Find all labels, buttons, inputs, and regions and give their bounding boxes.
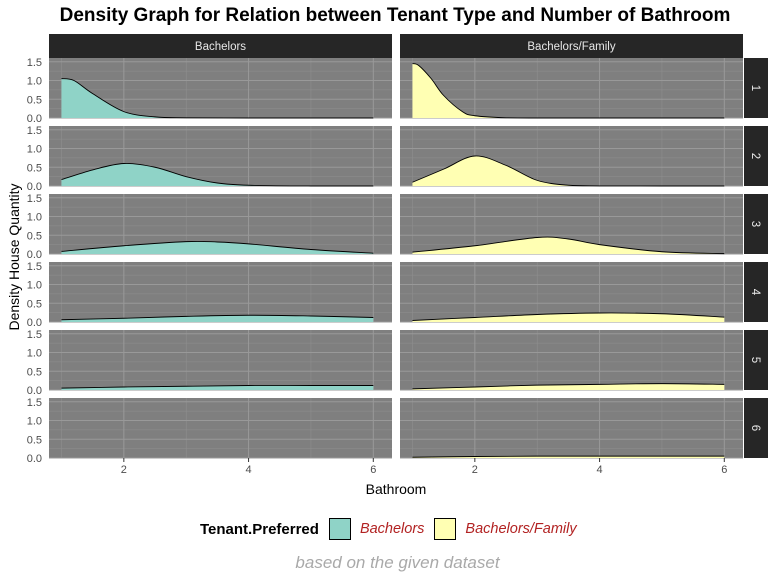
chart-caption: based on the given dataset — [295, 553, 500, 572]
y-tick-label: 0.0 — [27, 317, 42, 329]
x-tick-label: 4 — [246, 464, 252, 476]
y-axis-label: Density House Quantity — [6, 183, 22, 330]
x-tick-label: 6 — [721, 464, 727, 476]
density-line-bachelors-2 — [61, 162, 374, 187]
facet-strip-row-4 — [744, 262, 768, 322]
y-tick-label: 1.0 — [27, 416, 42, 428]
facet-strip-bachelors — [49, 34, 392, 58]
density-area-bachelors-4 — [61, 315, 374, 322]
legend-key-bachelors-family — [434, 518, 457, 540]
y-tick-label: 1.5 — [27, 193, 42, 205]
y-tick-label: 0.5 — [27, 366, 42, 378]
facet-strip-row-5 — [744, 330, 768, 390]
x-tick-label: 2 — [472, 464, 478, 476]
chart-title: Density Graph for Relation between Tenan… — [59, 5, 731, 26]
density-line-bachelors-family-6 — [412, 455, 725, 458]
y-tick-label: 1.5 — [27, 57, 42, 69]
panel-background — [400, 398, 743, 458]
facet-strip-label-bachelors-family: Bachelors/Family — [527, 41, 615, 53]
y-tick-label: 0.0 — [27, 453, 42, 465]
facet-strip-label-row-6: 6 — [749, 425, 761, 431]
x-tick-label: 4 — [597, 464, 603, 476]
y-tick-label: 1.5 — [27, 397, 42, 409]
y-tick-label: 0.5 — [27, 230, 42, 242]
panel-6-bachelors-family — [400, 398, 743, 459]
y-tick-label: 0.0 — [27, 181, 42, 193]
density-area-bachelors-5 — [61, 385, 374, 390]
panel-5-bachelors-family — [400, 330, 743, 391]
panel-1-bachelors-family — [400, 58, 743, 119]
density-area-bachelors-2 — [61, 163, 374, 186]
y-tick-label: 1.5 — [27, 261, 42, 273]
panel-3-bachelors-family — [400, 194, 743, 255]
density-line-bachelors-family-5 — [412, 383, 725, 390]
panel-background — [400, 262, 743, 322]
density-area-bachelors-3 — [61, 241, 374, 254]
y-tick-label: 1.0 — [27, 144, 42, 156]
x-tick-label: 2 — [121, 464, 127, 476]
panel-background — [400, 330, 743, 390]
panel-background — [49, 262, 392, 322]
panel-background — [49, 398, 392, 458]
legend-label-bachelors: Bachelors — [359, 521, 425, 537]
panel-2-bachelors — [49, 126, 392, 187]
density-area-bachelors-family-4 — [412, 312, 725, 322]
legend-label-bachelors-family: Bachelors/Family — [465, 521, 577, 537]
panel-4-bachelors-family — [400, 262, 743, 323]
y-tick-label: 1.5 — [27, 329, 42, 341]
panel-background — [49, 330, 392, 390]
density-line-bachelors-1 — [61, 78, 374, 119]
legend: Tenant.Preferred Bachelors Bachelors/Fam… — [200, 516, 587, 542]
facet-strip-bachelors-family — [400, 34, 743, 58]
y-tick-label: 1.5 — [27, 125, 42, 137]
density-area-bachelors-family-5 — [412, 383, 725, 390]
facet-strip-row-6 — [744, 398, 768, 458]
density-area-bachelors-family-3 — [412, 237, 725, 254]
facet-strip-label-row-5: 5 — [749, 357, 761, 363]
facet-strip-label-row-2: 2 — [749, 153, 761, 159]
legend-key-bachelors — [328, 518, 351, 540]
x-axis-label: Bathroom — [366, 481, 427, 497]
facet-strip-label-bachelors: Bachelors — [195, 41, 246, 53]
density-line-bachelors-4 — [61, 314, 374, 321]
facet-strip-label-row-1: 1 — [749, 85, 761, 91]
density-line-bachelors-family-3 — [412, 236, 725, 255]
panel-1-bachelors — [49, 58, 392, 119]
density-line-bachelors-family-4 — [412, 312, 725, 321]
y-tick-label: 0.5 — [27, 94, 42, 106]
facet-strip-row-2 — [744, 126, 768, 186]
y-tick-label: 1.0 — [27, 280, 42, 292]
density-line-bachelors-3 — [61, 240, 374, 254]
y-tick-label: 0.5 — [27, 298, 42, 310]
panel-4-bachelors — [49, 262, 392, 323]
facet-strip-row-3 — [744, 194, 768, 254]
y-tick-label: 0.0 — [27, 249, 42, 261]
y-tick-label: 0.5 — [27, 434, 42, 446]
y-tick-label: 0.0 — [27, 113, 42, 125]
legend-title: Tenant.Preferred — [200, 520, 319, 538]
panel-5-bachelors — [49, 330, 392, 391]
y-tick-label: 1.0 — [27, 348, 42, 360]
density-line-bachelors-family-1 — [412, 63, 725, 119]
panel-3-bachelors — [49, 194, 392, 255]
facet-strip-row-1 — [744, 58, 768, 118]
density-line-bachelors-5 — [61, 384, 374, 389]
y-tick-label: 1.0 — [27, 212, 42, 224]
density-area-bachelors-1 — [61, 78, 374, 118]
panel-2-bachelors-family — [400, 126, 743, 187]
y-tick-label: 1.0 — [27, 76, 42, 88]
density-area-bachelors-family-1 — [412, 63, 725, 118]
y-tick-label: 0.0 — [27, 385, 42, 397]
x-tick-label: 6 — [370, 464, 376, 476]
density-line-bachelors-family-2 — [412, 155, 725, 187]
facet-strip-label-row-3: 3 — [749, 221, 761, 227]
facet-strip-label-row-4: 4 — [749, 289, 761, 296]
panel-6-bachelors — [49, 398, 392, 459]
y-tick-label: 0.5 — [27, 162, 42, 174]
density-area-bachelors-family-2 — [412, 155, 725, 186]
